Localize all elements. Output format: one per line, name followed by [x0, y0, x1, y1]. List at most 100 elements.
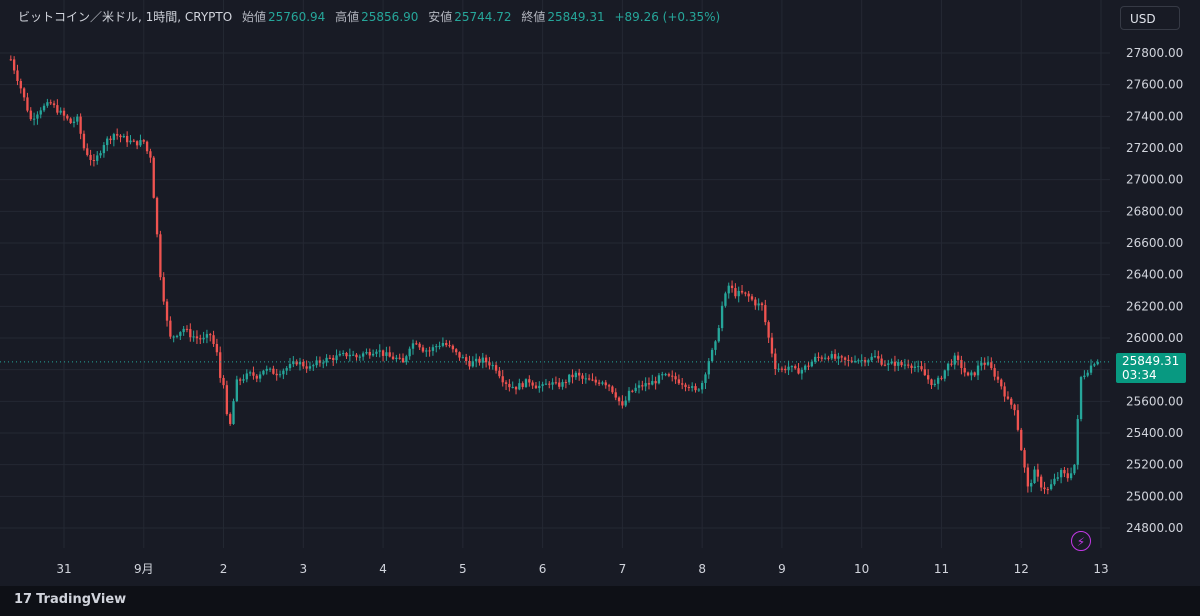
candle-body: [368, 352, 371, 356]
candle-body: [917, 366, 920, 368]
candle-body: [99, 153, 102, 156]
candle-body: [468, 360, 471, 367]
candle-body: [664, 374, 667, 376]
candle-body: [352, 354, 355, 356]
high-label: 高値: [335, 10, 360, 24]
candle-body: [1000, 379, 1003, 387]
candle-body: [983, 362, 986, 365]
candle-body: [408, 348, 411, 357]
candle-body: [973, 372, 976, 376]
candle-body: [461, 357, 465, 359]
candle-body: [717, 328, 720, 342]
y-tick-label: 27400.00: [1126, 109, 1183, 123]
candle-body: [541, 384, 544, 386]
candle-body: [375, 351, 378, 354]
high-value: 25856.90: [361, 10, 419, 24]
candle-body: [491, 365, 494, 367]
candle-body: [215, 343, 219, 353]
candle-body: [465, 357, 468, 361]
candle-body: [604, 382, 607, 386]
y-tick-label: 27000.00: [1126, 173, 1183, 187]
candle-body: [418, 343, 421, 348]
y-tick-label: 25600.00: [1126, 394, 1183, 408]
candle-body: [970, 372, 973, 376]
candle-body: [202, 337, 205, 340]
candle-body: [697, 389, 700, 391]
candle-body: [222, 377, 225, 386]
candle-body: [411, 343, 415, 349]
candle-body: [92, 160, 96, 162]
candle-body: [564, 382, 568, 384]
candle-body: [624, 400, 627, 406]
candle-body: [843, 357, 847, 360]
lightning-icon[interactable]: ⚡: [1071, 531, 1091, 551]
tradingview-logo[interactable]: 17 TradingView: [14, 592, 126, 607]
candle-body: [657, 375, 661, 384]
candle-body: [863, 360, 867, 363]
candle-body: [308, 366, 312, 369]
low-label: 安値: [428, 10, 453, 24]
candle-body: [900, 362, 903, 366]
candle-body: [36, 114, 39, 119]
candle-body: [415, 343, 418, 345]
candle-body: [116, 134, 119, 136]
candle-body: [501, 376, 504, 383]
candle-body: [830, 354, 833, 359]
candle-body: [96, 155, 99, 161]
candle-body: [1026, 467, 1030, 487]
candle-body: [800, 369, 804, 374]
currency-button[interactable]: USD: [1120, 6, 1180, 30]
candle-body: [155, 197, 159, 235]
candle-body: [1020, 429, 1023, 451]
time-axis: 31 9月 2 3 4 5 6 7 8 9 10 11 12 13: [56, 562, 1108, 576]
candle-body: [195, 336, 199, 339]
candle-body: [498, 370, 501, 377]
candle-body: [1030, 483, 1033, 487]
candle-body: [667, 374, 671, 376]
candle-body: [175, 335, 179, 337]
candle-body: [920, 366, 923, 370]
candle-body: [720, 305, 724, 329]
candle-body: [867, 360, 870, 363]
candle-body: [684, 384, 687, 388]
candle-body: [913, 366, 917, 368]
candle-body: [960, 359, 963, 369]
candle-body: [358, 356, 361, 358]
candle-body: [391, 356, 395, 359]
candle-body: [119, 135, 122, 138]
candle-body: [890, 361, 893, 364]
candle-body: [318, 360, 322, 363]
candle-body: [551, 382, 554, 385]
candle-body: [584, 378, 587, 380]
candle-body: [428, 350, 431, 352]
candle-body: [342, 352, 345, 354]
candle-body: [458, 352, 461, 358]
candle-body: [707, 361, 710, 375]
candle-body: [242, 379, 245, 381]
candle-body: [152, 157, 155, 198]
candle-body: [484, 357, 488, 363]
candle-body: [135, 141, 139, 146]
x-tick-label: 10: [854, 562, 869, 576]
candle-body: [804, 365, 807, 370]
candle-body: [767, 322, 770, 338]
candle-body: [481, 357, 484, 363]
candle-body: [956, 355, 960, 360]
x-tick-label: 9: [778, 562, 786, 576]
candle-body: [488, 362, 491, 366]
candlestick-chart[interactable]: 24800.00 25000.00 25200.00 25400.00 25600.00…: [0, 0, 1200, 586]
candle-body: [681, 383, 684, 385]
candle-body: [1073, 464, 1076, 474]
candle-body: [219, 352, 222, 378]
candle-body: [823, 357, 827, 359]
candle-body: [29, 110, 32, 120]
candle-body: [734, 288, 737, 297]
candle-body: [508, 383, 511, 388]
candle-body: [165, 301, 169, 321]
candle-body: [860, 360, 863, 362]
candle-body: [471, 361, 474, 367]
candle-body: [46, 102, 49, 106]
candle-body: [907, 364, 910, 366]
candle-body: [976, 365, 980, 376]
candle-body: [106, 138, 109, 146]
